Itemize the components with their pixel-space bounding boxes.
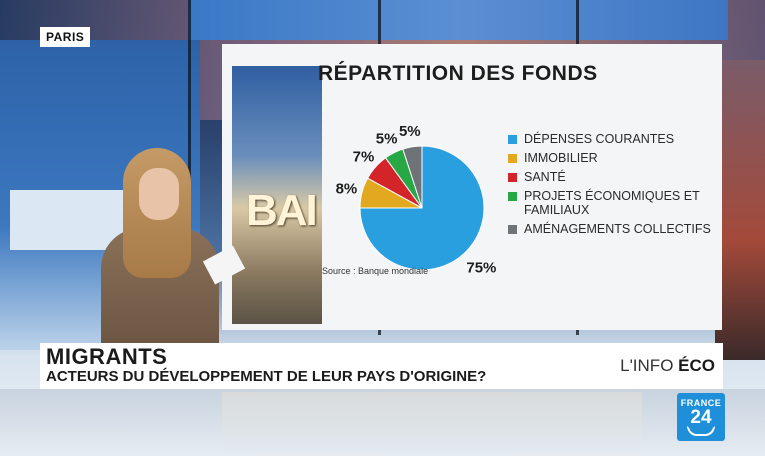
program-prefix: L'INFO (620, 356, 674, 375)
legend-label: DÉPENSES COURANTES (524, 132, 675, 146)
legend-item: IMMOBILIER (508, 151, 718, 165)
headline: MIGRANTS (46, 344, 168, 369)
screen-seam (188, 0, 191, 335)
pie-chart: 75%8%7%5% 5% (336, 123, 497, 276)
legend-swatch (508, 154, 517, 163)
photo-lettering: BAI (246, 186, 318, 235)
studio-floor (0, 389, 765, 456)
legend-label: AMÉNAGEMENTS COLLECTIFS (524, 222, 711, 236)
chart-source: Source : Banque mondiale (322, 266, 429, 276)
video-wall-top (188, 0, 728, 40)
legend-item: DÉPENSES COURANTES (508, 132, 718, 146)
presenter-face (139, 168, 179, 220)
presenter (95, 148, 246, 348)
logo-number: 24 (690, 407, 712, 428)
location-tag: PARIS (40, 27, 91, 47)
logo-word: FRANCE (680, 398, 722, 408)
legend-item: AMÉNAGEMENTS COLLECTIFS (508, 222, 718, 236)
legend-item: PROJETS ÉCONOMIQUES ET FAMILIAUX (508, 189, 718, 217)
bank-photo: BAI (232, 66, 322, 324)
pie-slice-5 (402, 145, 423, 209)
legend-swatch (508, 192, 517, 201)
legend-swatch (508, 173, 517, 182)
pie-label-2: 8% (336, 181, 358, 198)
legend-label: PROJETS ÉCONOMIQUES ET FAMILIAUX (524, 189, 700, 217)
program-title: ÉCO (678, 356, 715, 375)
legend-item: SANTÉ (508, 170, 718, 184)
pie-label-3: 7% (353, 148, 375, 165)
pie-label-4: 5% (376, 131, 398, 148)
legend-label: SANTÉ (524, 170, 566, 184)
logo-ring-icon (687, 426, 715, 436)
program-name: L'INFO ÉCO (620, 356, 715, 376)
pie-label-5: 5% (399, 123, 421, 140)
legend-swatch (508, 225, 517, 234)
city-backdrop (715, 60, 765, 360)
legend-label: IMMOBILIER (524, 151, 598, 165)
chart-panel: BAI RÉPARTITION DES FONDS 75% 8% 7% 5% 5% So… (222, 44, 722, 330)
subheadline: ACTEURS DU DÉVELOPPEMENT DE LEUR PAYS D'… (46, 368, 487, 385)
pie-label-1: 75% (466, 259, 496, 276)
channel-logo: FRANCE 24 (677, 393, 725, 441)
floor-reflection (222, 392, 642, 452)
legend-swatch (508, 135, 517, 144)
chart-title: RÉPARTITION DES FONDS (318, 62, 598, 85)
chart-legend: DÉPENSES COURANTES IMMOBILIER SANTÉ PROJETS… (508, 132, 718, 241)
lower-third: MIGRANTS ACTEURS DU DÉVELOPPEMENT DE LEU… (40, 343, 723, 389)
